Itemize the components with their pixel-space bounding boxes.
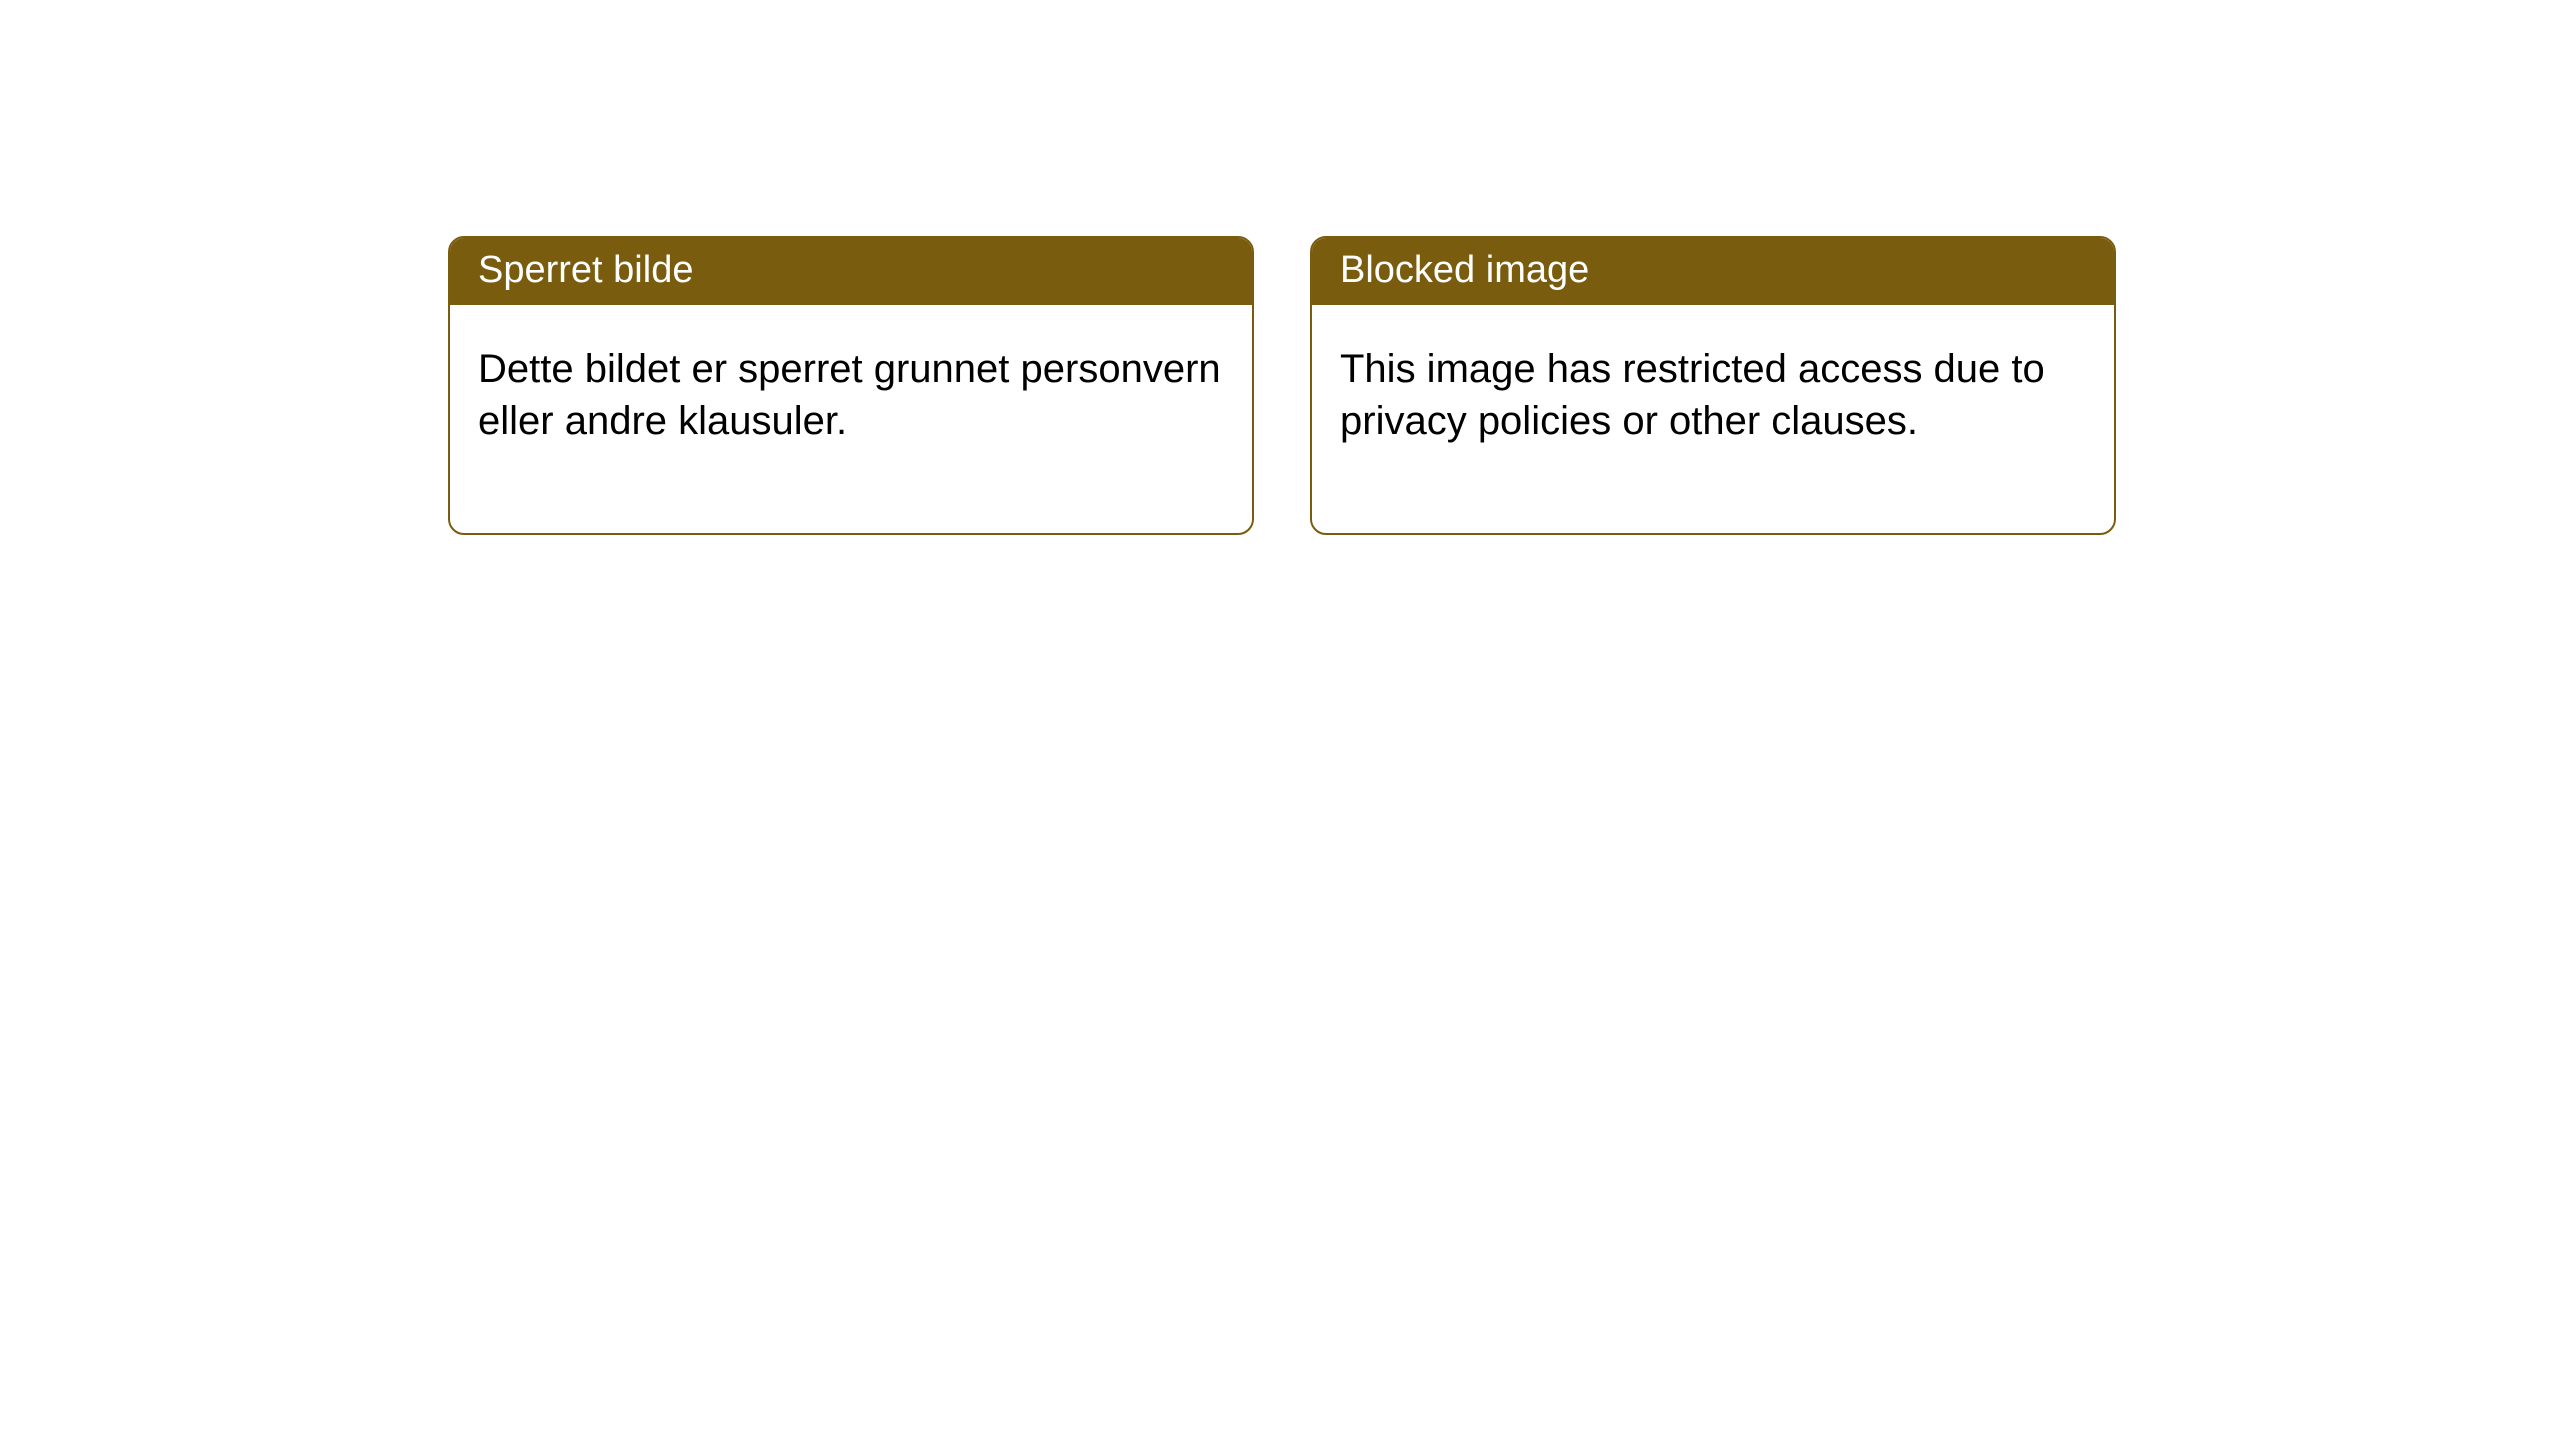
card-body-text: Dette bildet er sperret grunnet personve… bbox=[478, 347, 1221, 443]
card-header-norwegian: Sperret bilde bbox=[450, 238, 1252, 305]
cards-container: Sperret bilde Dette bildet er sperret gr… bbox=[448, 236, 2560, 535]
card-header-english: Blocked image bbox=[1312, 238, 2114, 305]
card-body-english: This image has restricted access due to … bbox=[1312, 305, 2114, 533]
card-norwegian: Sperret bilde Dette bildet er sperret gr… bbox=[448, 236, 1254, 535]
card-title: Blocked image bbox=[1340, 249, 1589, 291]
card-title: Sperret bilde bbox=[478, 249, 693, 291]
card-english: Blocked image This image has restricted … bbox=[1310, 236, 2116, 535]
card-body-norwegian: Dette bildet er sperret grunnet personve… bbox=[450, 305, 1252, 533]
card-body-text: This image has restricted access due to … bbox=[1340, 347, 2045, 443]
